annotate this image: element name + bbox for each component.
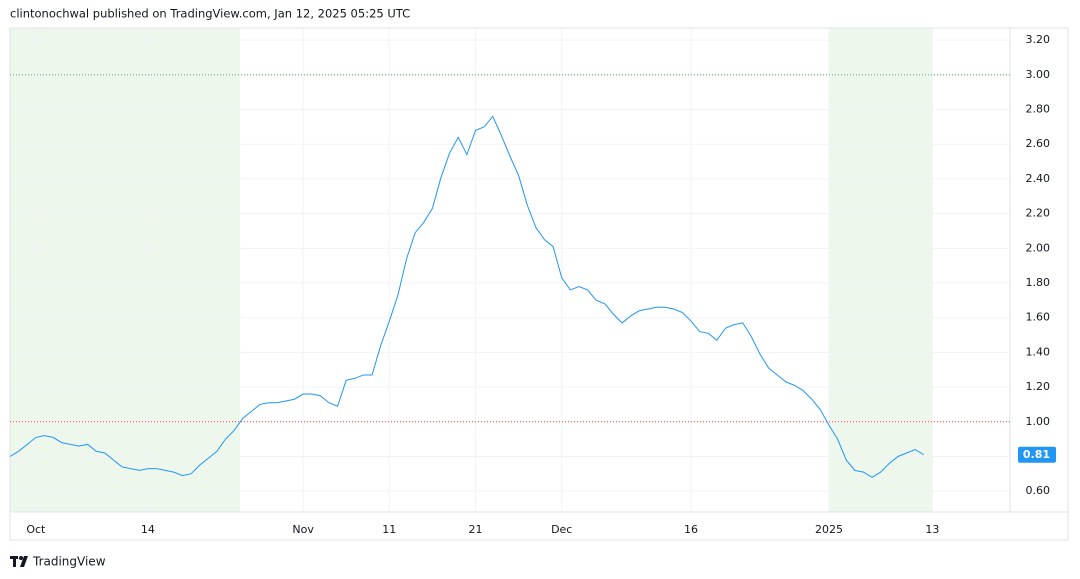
last-price-label: 0.81: [1023, 448, 1050, 461]
brand-logo: [10, 556, 28, 567]
y-tick-label: 1.20: [1026, 380, 1051, 393]
y-tick-label: 3.00: [1026, 68, 1051, 81]
y-tick-label: 2.20: [1026, 207, 1051, 220]
x-tick-label: 11: [382, 523, 396, 536]
highlight-range: [828, 28, 933, 512]
last-price-badge: [1018, 446, 1056, 463]
y-tick-label: 1.60: [1026, 311, 1051, 324]
highlight-range: [10, 28, 241, 512]
x-tick-label: Dec: [551, 523, 572, 536]
x-tick-label: Nov: [292, 523, 314, 536]
y-tick-label: 2.00: [1026, 241, 1051, 254]
x-tick-label: Oct: [26, 523, 46, 536]
x-tick-label: 16: [684, 523, 698, 536]
y-tick-label: 2.40: [1026, 172, 1051, 185]
plot-background: [10, 28, 1010, 512]
x-tick-label: 21: [469, 523, 483, 536]
x-tick-label: 14: [141, 523, 155, 536]
y-tick-label: 0.60: [1026, 484, 1051, 497]
y-tick-label: 1.00: [1026, 415, 1051, 428]
y-tick-label: 1.80: [1026, 276, 1051, 289]
y-tick-label: 2.60: [1026, 137, 1051, 150]
y-tick-label: 1.40: [1026, 345, 1051, 358]
x-tick-label: 13: [925, 523, 939, 536]
header: clintonochwal published on TradingView.c…: [10, 7, 410, 21]
frame: [9, 27, 1069, 541]
x-tick-label: 2025: [815, 523, 843, 536]
brand: TradingView: [32, 555, 106, 569]
y-tick-label: 3.20: [1026, 33, 1051, 46]
y-tick-label: 2.80: [1026, 103, 1051, 116]
price-line: [9, 115, 925, 478]
